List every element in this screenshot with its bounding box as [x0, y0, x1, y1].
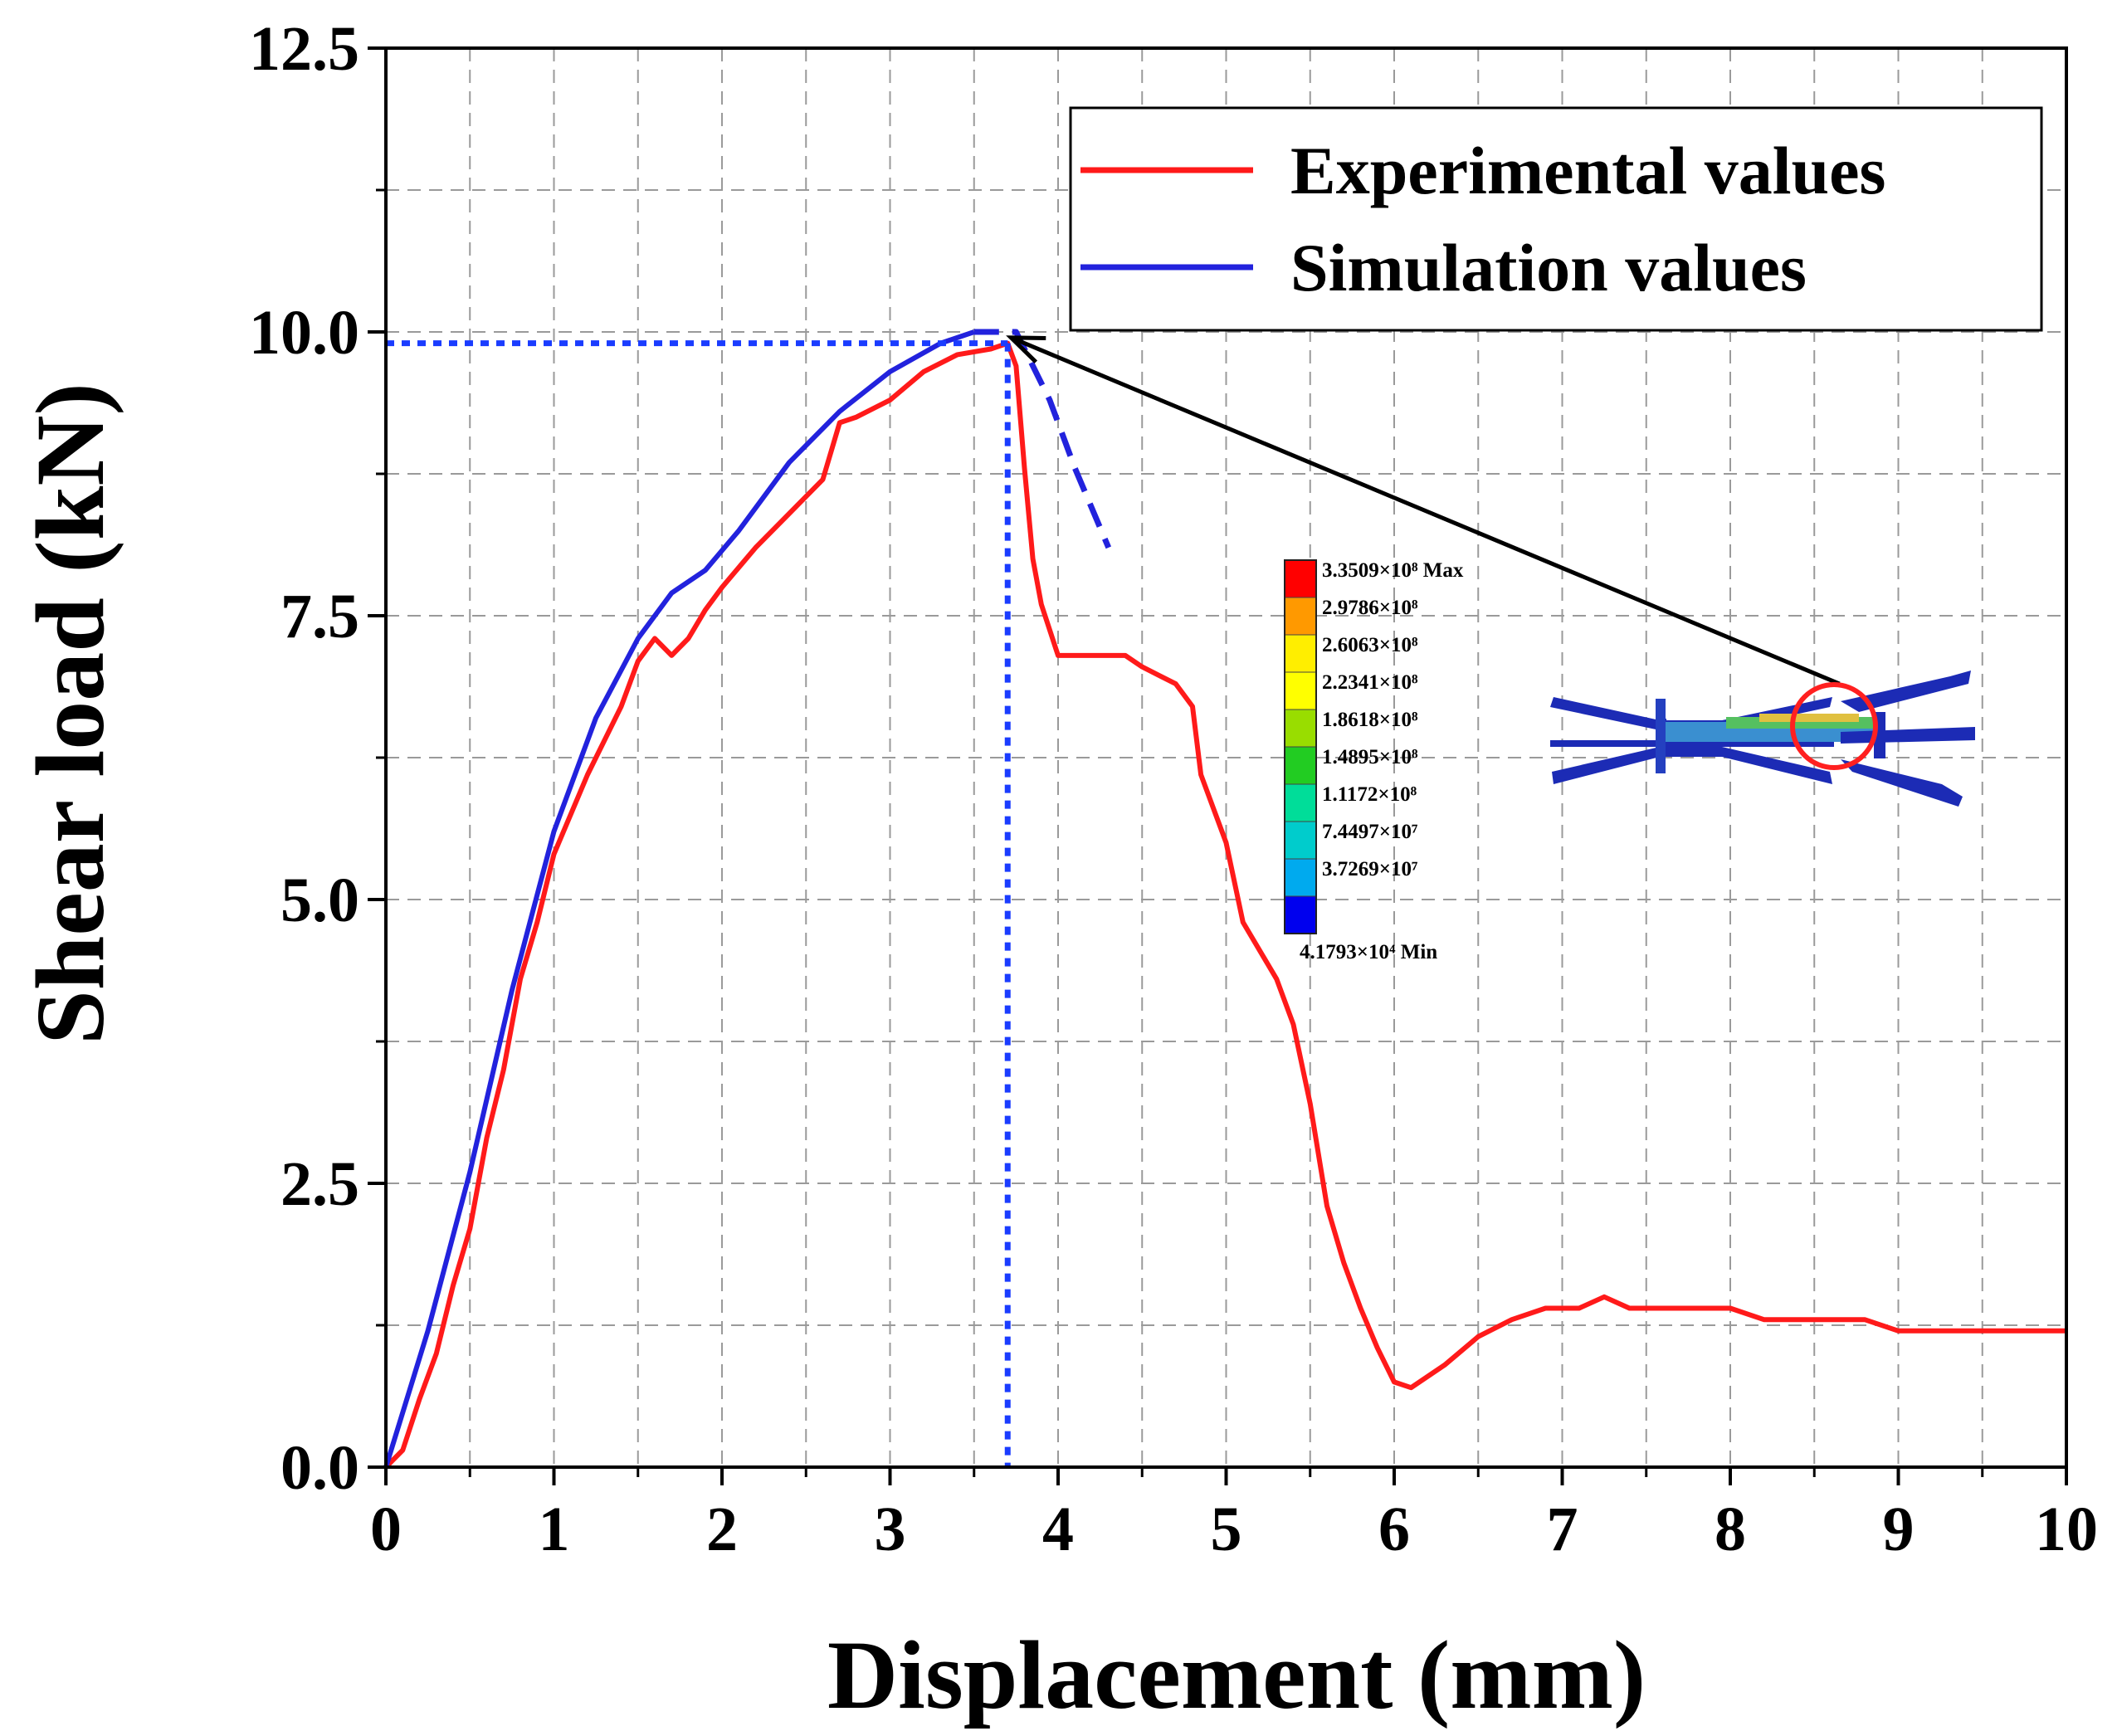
colorbar-label: 1.8618×10⁸: [1322, 709, 1418, 731]
y-axis-title: Shear load (kN): [16, 383, 124, 1045]
colorbar-swatch: [1284, 895, 1317, 934]
colorbar-label: 3.7269×10⁷: [1322, 858, 1418, 880]
annotation-arrow-head: [1006, 335, 1046, 364]
colorbar-label: 3.3509×10⁸ Max: [1322, 559, 1464, 582]
legend: Experimental values Simulation values: [1069, 106, 2043, 332]
series-line-1: [383, 329, 975, 1468]
x-tick-label: 0: [370, 1495, 402, 1564]
annotation-arrow-line: [1010, 335, 1841, 686]
colorbar-label: 7.4497×10⁷: [1322, 821, 1418, 843]
fem-specimen-image: [1550, 671, 1975, 807]
y-tick-label: 7.5: [280, 582, 359, 651]
x-tick-label: 1: [539, 1495, 570, 1564]
colorbar-label: 2.9786×10⁸: [1322, 597, 1418, 619]
legend-label-experimental: Experimental values: [1290, 133, 1885, 208]
colorbar-swatch: [1284, 709, 1317, 748]
colorbar-swatch: [1284, 559, 1317, 598]
colorbar-swatch: [1284, 671, 1317, 710]
series-line-2: [973, 329, 1112, 549]
legend-box: [1069, 106, 2043, 332]
colorbar-label: 4.1793×10⁴ Min: [1300, 941, 1437, 963]
y-tick-label: 5.0: [280, 866, 359, 935]
colorbar-label: 1.1172×10⁸: [1322, 783, 1417, 806]
x-tick-label: 2: [706, 1495, 738, 1564]
x-tick-label: 7: [1547, 1495, 1578, 1564]
colorbar-label: 2.6063×10⁸: [1322, 634, 1418, 656]
fem-inset: 3.3509×10⁸ Max 2.9786×10⁸ 2.6063×10⁸ 2.2341…: [1284, 559, 1975, 963]
x-tick-label: 6: [1378, 1495, 1410, 1564]
highlight-circle: [1790, 682, 1878, 770]
x-tick-label: 9: [1883, 1495, 1915, 1564]
x-tick-label: 3: [875, 1495, 906, 1564]
axes: 0 1 2 3 4 5 6 7 8 9 10 0.0 2.5 5.0 7.5 10.0 12.5: [249, 14, 2098, 1564]
series-line-0: [383, 340, 2066, 1470]
x-tick-label: 4: [1042, 1495, 1074, 1564]
y-tick-label: 10.0: [249, 298, 359, 368]
colorbar: 3.3509×10⁸ Max 2.9786×10⁸ 2.6063×10⁸ 2.2341…: [1284, 559, 1464, 963]
y-tick-label: 2.5: [280, 1149, 359, 1219]
colorbar-swatch: [1284, 858, 1317, 897]
legend-label-simulation: Simulation values: [1290, 230, 1807, 305]
colorbar-frame: [1284, 559, 1317, 934]
x-axis-title: Displacement (mm): [827, 1621, 1646, 1729]
colorbar-swatch: [1284, 634, 1317, 673]
y-tick-label: 0.0: [280, 1433, 359, 1503]
colorbar-swatch: [1284, 746, 1317, 785]
colorbar-label: 2.2341×10⁸: [1322, 671, 1418, 694]
x-tick-label: 10: [2035, 1495, 2098, 1564]
x-tick-label: 8: [1715, 1495, 1746, 1564]
colorbar-label: 1.4895×10⁸: [1322, 746, 1418, 768]
x-tick-label: 5: [1211, 1495, 1242, 1564]
colorbar-swatch: [1284, 597, 1317, 636]
plot-area: [383, 329, 2066, 1470]
y-tick-label: 12.5: [249, 14, 359, 84]
colorbar-swatch: [1284, 783, 1317, 822]
colorbar-swatch: [1284, 821, 1317, 860]
